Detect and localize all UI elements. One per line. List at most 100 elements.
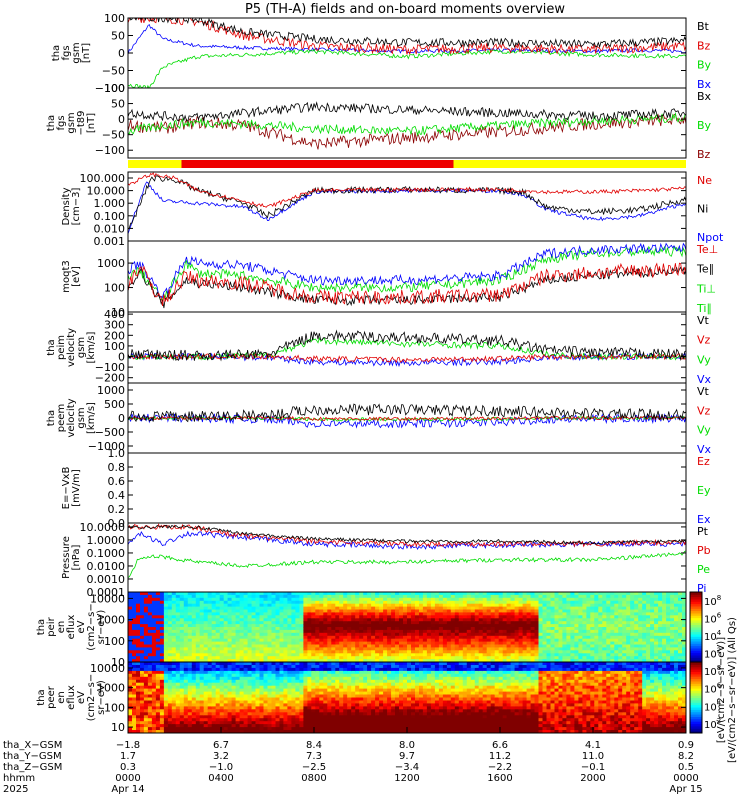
- y-axis-label: Density: [61, 187, 72, 225]
- y-tick-label: 0.8: [108, 461, 126, 474]
- y-tick-label: 0.100: [94, 210, 126, 223]
- x-row-label: tha_X−GSM: [3, 740, 62, 751]
- panel-temp: 1000 100 10 moqt3 [eV] Te⊥ Te∥ Ti⊥ Ti∥: [61, 240, 718, 319]
- panel-fgs: 100 50 0 −50 −100 tha fgs gsm [nT] Bt Bz By Bx: [51, 12, 712, 95]
- legend-entry: Ne: [697, 174, 712, 187]
- y-axis-label: −t89: [76, 110, 87, 135]
- series-density-1: [128, 175, 686, 230]
- y-tick-label: 10: [111, 656, 125, 669]
- x-tick-label: −3.4: [395, 762, 419, 773]
- legend-entry: Vx: [697, 443, 712, 456]
- series-peem-3: [128, 403, 686, 423]
- x-tick-label: 0.3: [120, 762, 136, 773]
- y-tick-label: 10.000: [87, 185, 126, 198]
- mode-bar-segment: [128, 160, 182, 168]
- legend-entry: Bz: [697, 148, 711, 161]
- y-axis-label: [eV]: [71, 266, 82, 287]
- series-fgs_dsl-0: [128, 113, 686, 150]
- y-axis-label: eflux: [66, 615, 77, 640]
- y-axis-label: gsm: [76, 337, 87, 358]
- legend-entry: Bt: [697, 20, 710, 33]
- legend-entry: Ti∥: [696, 302, 712, 315]
- x-tick-label: 1600: [487, 773, 512, 784]
- y-tick-label: 500: [104, 398, 125, 411]
- legend-entry: Bz: [697, 39, 711, 52]
- y-axis-label: tha: [51, 45, 62, 61]
- y-axis-label: velocity: [66, 328, 77, 367]
- y-tick-label: 1000: [97, 614, 125, 627]
- legend-entry: Vx: [697, 373, 712, 386]
- y-tick-label: −50: [102, 129, 125, 142]
- x-tick-label: 0.9: [678, 740, 694, 751]
- y-tick-label: 0.0010: [87, 573, 126, 586]
- colorbar-tick-label: 106: [704, 611, 722, 625]
- series-peim-1: [128, 337, 686, 361]
- y-tick-label: 0.6: [108, 475, 126, 488]
- y-tick-label: 0.4: [108, 489, 126, 502]
- legend-entry: Bx: [697, 90, 712, 103]
- panel-frame: [127, 87, 687, 159]
- y-tick-label: 1.0000: [87, 534, 126, 547]
- y-tick-label: 1000: [97, 384, 125, 397]
- legend-entry: Vy: [697, 353, 711, 366]
- x-tick-label: −0.1: [581, 762, 605, 773]
- series-group-pressure: [128, 523, 686, 578]
- y-tick-label: 100: [104, 340, 125, 353]
- y-axis-label: moqt3: [61, 260, 72, 293]
- y-axis-label: (cm2−s−: [86, 674, 97, 721]
- legend-entry: Pb: [697, 544, 711, 557]
- x-tick-label: 9.7: [399, 751, 415, 762]
- y-axis-label: [km/s]: [86, 402, 97, 434]
- x-tick-label: 0400: [208, 773, 233, 784]
- x-tick-label: 11.2: [489, 751, 511, 762]
- series-temp-3: [128, 262, 686, 307]
- series-temp-0: [128, 245, 686, 301]
- mode-bar-segment: [181, 160, 454, 168]
- x-tick-label: Apr 15: [669, 784, 702, 795]
- legend-entry: Vz: [697, 334, 711, 347]
- y-tick-label: 1000: [97, 257, 125, 270]
- y-tick-label: 0.2: [108, 503, 126, 516]
- y-tick-label: 300: [104, 319, 125, 332]
- legend-entry: Vy: [697, 424, 711, 437]
- series-group-temp: [128, 242, 686, 309]
- y-tick-label: 0.001: [94, 235, 126, 248]
- y-axis-label: [nT]: [81, 43, 92, 63]
- colorbar-label: [eV/(cm2−s−sr−eV)] (All Qs): [727, 617, 738, 763]
- series-fgs-1: [128, 48, 686, 88]
- panel-frame: [127, 452, 687, 524]
- y-tick-label: −200: [95, 372, 125, 385]
- series-temp-1: [128, 242, 686, 299]
- y-axis-label: en: [56, 621, 67, 634]
- y-tick-label: −500: [95, 426, 125, 439]
- legend-entry: Pi: [697, 582, 706, 595]
- y-tick-label: 10000: [90, 592, 125, 605]
- spectrogram-peir: [128, 592, 686, 662]
- y-tick-label: 10.0000: [80, 521, 126, 534]
- y-axis-label: [cm−3]: [71, 188, 82, 226]
- series-group-fgs_dsl: [128, 101, 686, 150]
- x-tick-label: 6.7: [213, 740, 229, 751]
- colorbar-label-2: [eV/(cm2−s−sr−eV)]: [716, 637, 727, 743]
- y-axis-label: E=−VxB: [61, 467, 72, 510]
- x-row-label: tha_Z−GSM: [3, 762, 62, 773]
- y-axis-label: (cm2−s−: [86, 603, 97, 650]
- legend-entry: Pt: [697, 525, 709, 538]
- y-tick-label: 100: [104, 12, 125, 25]
- y-axis-label: velocity: [66, 398, 77, 437]
- y-tick-label: 1000: [97, 682, 125, 695]
- x-tick-label: 11.0: [582, 751, 604, 762]
- y-axis-label: peer: [46, 685, 57, 709]
- y-tick-label: 100: [104, 701, 125, 714]
- y-tick-label: −100: [95, 144, 125, 157]
- y-tick-label: 0.010: [94, 222, 126, 235]
- x-tick-label: 0000: [673, 773, 698, 784]
- x-tick-label: 1.7: [120, 751, 136, 762]
- x-tick-label: 8.0: [399, 740, 415, 751]
- y-tick-label: 0.0: [108, 517, 126, 530]
- y-axis-label: [mV/m]: [71, 469, 82, 507]
- series-fgs_dsl-1: [128, 111, 686, 137]
